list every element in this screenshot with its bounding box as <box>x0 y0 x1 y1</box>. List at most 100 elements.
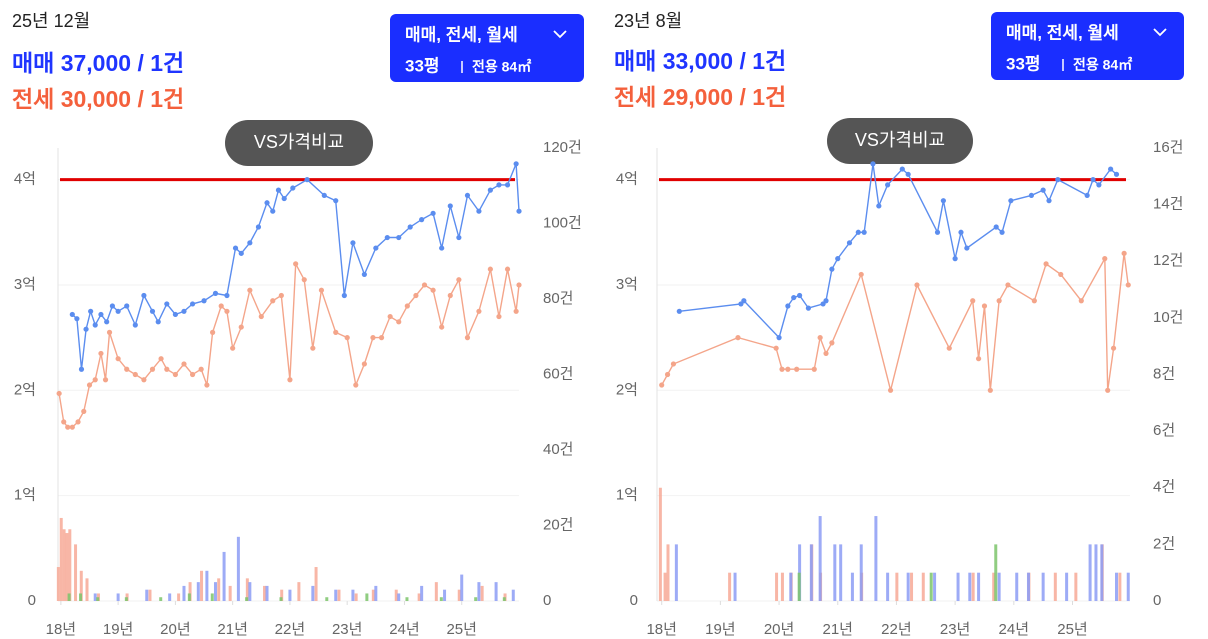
price-point <box>447 292 453 299</box>
price-point <box>1084 192 1090 199</box>
x-tick-label: 18년 <box>646 621 677 638</box>
volume-bar <box>365 593 369 601</box>
price-point <box>999 229 1005 235</box>
volume-bar <box>148 589 152 601</box>
price-point <box>794 366 800 372</box>
price-point <box>447 203 453 209</box>
volume-bar <box>236 536 240 601</box>
volume-bar <box>187 593 191 601</box>
volume-bar <box>474 597 478 601</box>
compare-button[interactable]: VS가격비교 <box>225 120 373 166</box>
price-point <box>172 311 178 318</box>
price-point <box>310 345 316 351</box>
y2-tick-label: 14건 <box>1153 196 1184 213</box>
volume-bar <box>248 582 252 601</box>
volume-bar <box>67 593 71 601</box>
price-point <box>741 298 747 304</box>
filter-button[interactable]: 매매, 전세, 월세 33평 전용 84㎡ <box>991 12 1184 80</box>
volume-bar <box>1100 544 1104 601</box>
price-point <box>210 329 216 335</box>
price-point <box>456 234 462 241</box>
price-point <box>275 187 282 193</box>
price-point <box>344 335 350 341</box>
y2-tick-label: 100건 <box>543 214 582 231</box>
price-point <box>181 361 187 367</box>
area-exclusive[interactable]: 전용 84㎡ <box>472 59 531 75</box>
y2-tick-label: 16건 <box>1153 139 1184 156</box>
y2-tick-label: 12건 <box>1153 252 1184 269</box>
price-point <box>304 177 310 183</box>
price-point <box>98 311 104 318</box>
price-point <box>149 308 156 314</box>
y-tick-label: 3억 <box>14 276 36 293</box>
volume-bar <box>1074 572 1078 601</box>
chevron[interactable] <box>553 30 567 39</box>
volume-bar <box>177 593 181 601</box>
volume-bar <box>1094 544 1098 601</box>
y-tick-label: 2억 <box>14 381 36 398</box>
price-point <box>835 256 841 262</box>
price-point <box>504 182 511 188</box>
area-pyeong[interactable]: 33평 <box>405 56 440 75</box>
price-point <box>172 371 178 378</box>
area-pyeong[interactable]: 33평 <box>1006 54 1041 73</box>
x-tick-label: 23년 <box>332 621 363 638</box>
pill-label[interactable]: VS가격비교 <box>855 130 945 150</box>
pill-bg[interactable] <box>225 120 373 166</box>
volume-bar <box>674 544 678 601</box>
price-point <box>124 303 130 309</box>
price-point <box>975 356 982 362</box>
x-tick-label: 20년 <box>764 621 795 638</box>
plot: 0 1억 2억 3억 4억 0 20건 40건 60건 80건 100건 120건 18년 19년 20년 2… <box>14 139 582 638</box>
x-tick-label: 21년 <box>822 621 853 638</box>
price-point <box>224 308 230 314</box>
compare-button[interactable]: VS가격비교 <box>827 118 973 164</box>
volume-bar <box>196 582 200 601</box>
price-point <box>238 324 244 330</box>
volume-bar <box>245 597 249 601</box>
price-point <box>829 340 835 346</box>
price-point <box>69 424 75 430</box>
x-tick-label: 19년 <box>705 621 736 638</box>
chevron[interactable] <box>1153 28 1167 37</box>
pill-label[interactable]: VS가격비교 <box>254 132 344 152</box>
button-bg[interactable] <box>991 12 1184 80</box>
x-tick-label: 22년 <box>275 621 306 638</box>
price-point <box>934 229 941 235</box>
volume-bar <box>420 585 424 601</box>
volume-bar <box>502 597 506 601</box>
button-label[interactable]: 매매, 전세, 월세 <box>405 25 518 44</box>
price-point <box>421 282 428 288</box>
price-point <box>270 298 276 304</box>
price-point <box>1121 250 1127 256</box>
price-point <box>98 350 104 357</box>
price-point <box>1113 171 1120 177</box>
volume-bar <box>1088 544 1092 601</box>
price-point <box>914 282 920 288</box>
price-point <box>1110 345 1117 351</box>
filter-button[interactable]: 매매, 전세, 월세 33평 전용 84㎡ <box>390 14 584 82</box>
y-tick-label: 1억 <box>616 487 638 504</box>
y2-tick-label: 6건 <box>1153 422 1175 439</box>
price-point <box>817 335 823 341</box>
x-tick-label: 25년 <box>446 621 477 638</box>
price-point <box>855 229 861 235</box>
price-point <box>1031 298 1037 304</box>
price-point <box>370 335 376 341</box>
volume-bar <box>921 572 925 601</box>
button-bg[interactable] <box>390 14 584 82</box>
price-point <box>513 308 519 314</box>
pill-bg[interactable] <box>827 118 973 164</box>
volume-bar <box>374 585 378 601</box>
volume-bar <box>906 572 910 601</box>
price-point <box>232 245 239 251</box>
price-point <box>430 210 436 216</box>
button-label[interactable]: 매매, 전세, 월세 <box>1006 23 1119 42</box>
price-point <box>476 208 482 214</box>
price-point <box>75 419 81 425</box>
price-point <box>115 356 121 362</box>
price-point <box>301 277 307 283</box>
area-exclusive[interactable]: 전용 84㎡ <box>1073 57 1132 73</box>
price-point <box>287 377 293 383</box>
